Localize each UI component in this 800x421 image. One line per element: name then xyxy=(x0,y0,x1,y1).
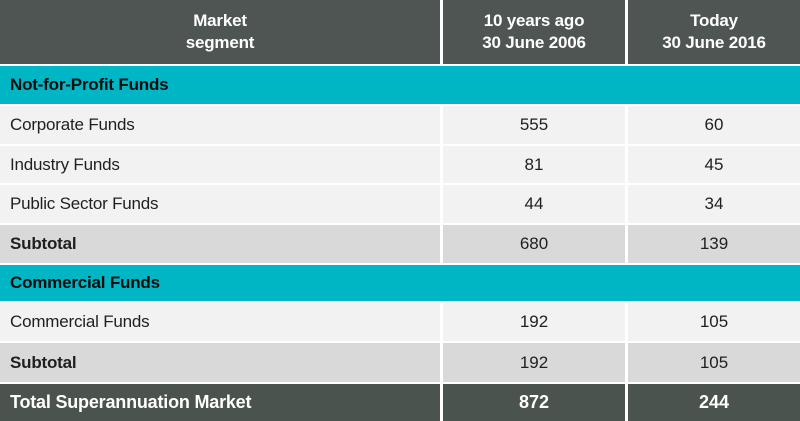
row-label: Industry Funds xyxy=(10,154,120,174)
table-row-commercial-funds: Commercial Funds 192 105 xyxy=(0,301,800,341)
row-label: Public Sector Funds xyxy=(10,194,159,213)
value-2006: 192 xyxy=(440,343,625,382)
value-2016: 139 xyxy=(625,225,800,263)
row-label: Subtotal xyxy=(10,352,77,372)
table-row-subtotal-not-for-profit: Subtotal 680 139 xyxy=(0,223,800,263)
value-2006: 44 xyxy=(440,185,625,223)
table-row-subtotal-commercial: Subtotal 192 105 xyxy=(0,341,800,382)
table-row-industry-funds: Industry Funds 81 45 xyxy=(0,144,800,183)
total-label: Total Superannuation Market xyxy=(10,392,252,412)
row-label: Corporate Funds xyxy=(10,115,135,134)
table-row-total-superannuation-market: Total Superannuation Market 872 244 xyxy=(0,382,800,421)
table-row-public-sector-funds: Public Sector Funds 44 34 xyxy=(0,183,800,223)
value-2016: 105 xyxy=(625,303,800,341)
header-market-line1: Market xyxy=(193,11,247,30)
table-row-corporate-funds: Corporate Funds 555 60 xyxy=(0,104,800,144)
header-market-line2: segment xyxy=(185,33,255,52)
total-value-2016: 244 xyxy=(625,384,800,421)
header-ago-line2: 30 June 2006 xyxy=(482,33,586,52)
value-2006: 555 xyxy=(440,106,625,144)
value-2016: 45 xyxy=(625,146,800,183)
row-label: Commercial Funds xyxy=(10,312,150,331)
header-today-line1: Today xyxy=(690,11,738,30)
value-2016: 60 xyxy=(625,106,800,144)
header-market-segment: Market segment xyxy=(0,0,440,64)
value-2016: 105 xyxy=(625,343,800,382)
section-title: Not-for-Profit Funds xyxy=(10,75,169,94)
total-value-2006: 872 xyxy=(440,384,625,421)
header-today-line2: 30 June 2016 xyxy=(662,33,766,52)
section-title: Commercial Funds xyxy=(10,273,160,292)
header-today: Today 30 June 2016 xyxy=(625,0,800,64)
value-2006: 680 xyxy=(440,225,625,263)
section-header-not-for-profit-funds: Not-for-Profit Funds xyxy=(0,64,800,104)
row-label: Subtotal xyxy=(10,234,77,253)
header-10-years-ago: 10 years ago 30 June 2006 xyxy=(440,0,625,64)
section-header-commercial-funds: Commercial Funds xyxy=(0,263,800,301)
header-ago-line1: 10 years ago xyxy=(483,11,585,30)
table-header-row: Market segment 10 years ago 30 June 2006… xyxy=(0,0,800,64)
value-2006: 81 xyxy=(440,146,625,183)
value-2016: 34 xyxy=(625,185,800,223)
value-2006: 192 xyxy=(440,303,625,341)
